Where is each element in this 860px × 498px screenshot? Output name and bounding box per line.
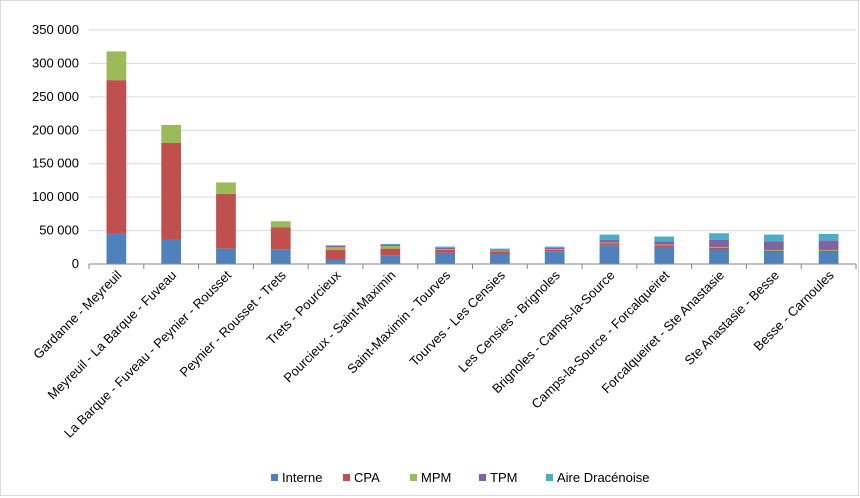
bar-segment-interne (325, 259, 346, 264)
bar-segment-cpa (544, 249, 565, 252)
legend-swatch (343, 474, 350, 481)
bar-segment-cpa (380, 248, 401, 256)
y-tick-label: 300 000 (32, 55, 79, 70)
y-tick-label: 150 000 (32, 156, 79, 171)
bar-segment-mpm (325, 247, 346, 250)
legend-label: Aire Dracénoise (557, 470, 650, 485)
legend-label: TPM (490, 470, 517, 485)
x-axis (88, 263, 857, 269)
bar-segment-mpm (435, 249, 455, 250)
legend-swatch (271, 474, 278, 481)
bar-segment-cpa (270, 227, 291, 250)
y-tick-label: 50 000 (39, 223, 79, 238)
bar-segment-aire-drac-noise (818, 233, 839, 241)
y-tick-label: 100 000 (32, 189, 79, 204)
bar-segment-aire-drac-noise (380, 243, 401, 245)
bar-segment-mpm (490, 250, 510, 252)
bar-segment-cpa (106, 80, 127, 234)
bar-segment-tpm (325, 245, 346, 248)
bar-segment-mpm (544, 249, 565, 250)
bar-segment-aire-drac-noise (544, 246, 565, 248)
bar-segment-interne (763, 251, 784, 264)
bar-segment-mpm (106, 51, 127, 81)
bar-segment-mpm (763, 249, 784, 251)
x-tick-label: Ste Anastasie - Besse (681, 268, 782, 369)
bar-segment-mpm (818, 249, 839, 251)
bar-segment-cpa (709, 247, 729, 250)
bar-segment-mpm (599, 242, 620, 244)
bar-segment-interne (490, 253, 510, 264)
bar-segment-cpa (490, 251, 510, 254)
bar-segment-cpa (435, 249, 455, 253)
bar-segment-interne (161, 239, 182, 264)
x-tick-label: Saint-Maximin - Tourves (344, 267, 453, 376)
bar-segment-cpa (818, 250, 839, 252)
bar-segment-interne (270, 249, 291, 264)
bar-segment-interne (709, 249, 729, 264)
bar-segment-aire-drac-noise (709, 233, 729, 240)
bar-segment-interne (216, 248, 236, 264)
bar-segment-interne (435, 252, 455, 264)
bar-segment-interne (380, 255, 401, 264)
bar-segment-aire-drac-noise (599, 234, 620, 240)
legend-label: Interne (282, 470, 322, 485)
legend-label: MPM (421, 470, 451, 485)
bar-segment-tpm (544, 247, 565, 250)
grid-lines (89, 29, 856, 232)
x-tick-label: Gardanne - Meyreuil (30, 267, 124, 361)
bar-segment-tpm (709, 239, 729, 248)
x-tick-label: Peynier - Rousset - Trets (177, 267, 290, 380)
bar-segment-aire-drac-noise (490, 248, 510, 250)
bar-segment-interne (654, 247, 675, 264)
bar-segment-mpm (161, 124, 182, 143)
y-tick-label: 350 000 (32, 22, 79, 37)
bar-segment-cpa (654, 245, 675, 248)
bar-segment-mpm (380, 245, 401, 249)
bar-segment-cpa (216, 193, 236, 249)
bars (106, 51, 839, 264)
bar-segment-tpm (654, 241, 675, 245)
bar-segment-tpm (818, 240, 839, 250)
bar-segment-interne (544, 251, 565, 264)
bar-segment-aire-drac-noise (654, 236, 675, 242)
bar-segment-cpa (599, 243, 620, 246)
legend-swatch (479, 474, 486, 481)
x-tick-label: Tourves - Les Censies (406, 267, 508, 369)
bar-segment-tpm (380, 244, 401, 246)
bar-segment-tpm (435, 247, 455, 250)
bar-segment-tpm (490, 249, 510, 251)
bar-segment-tpm (599, 239, 620, 243)
bar-segment-cpa (763, 250, 784, 252)
y-tick-label: 200 000 (32, 122, 79, 137)
bar-segment-mpm (709, 247, 729, 248)
y-tick-label: 0 (72, 256, 79, 271)
bar-segment-interne (818, 251, 839, 264)
bar-segment-interne (599, 245, 620, 264)
bar-segment-aire-drac-noise (763, 234, 784, 242)
bar-segment-aire-drac-noise (435, 246, 455, 248)
legend-swatch (546, 474, 553, 481)
x-tick-label: Les Censies - Brignoles (455, 267, 563, 375)
bar-segment-interne (106, 233, 127, 264)
bar-segment-mpm (654, 244, 675, 246)
y-tick-label: 250 000 (32, 89, 79, 104)
legend-swatch (410, 474, 417, 481)
bar-segment-aire-drac-noise (325, 245, 346, 246)
y-axis-tick-labels: 0 50 000 100 000 150 000 200 000 250 000 300 0… (32, 22, 79, 271)
bar-segment-mpm (216, 182, 236, 194)
bar-segment-cpa (325, 249, 346, 260)
legend: Interne CPA MPM TPM Aire Dracénoise (271, 470, 650, 485)
bar-segment-mpm (270, 221, 291, 228)
bar-segment-tpm (763, 241, 784, 250)
legend-label: CPA (354, 470, 380, 485)
bar-segment-cpa (161, 142, 182, 240)
x-tick-label: Pourcieux - Saint-Maximin (281, 268, 399, 386)
